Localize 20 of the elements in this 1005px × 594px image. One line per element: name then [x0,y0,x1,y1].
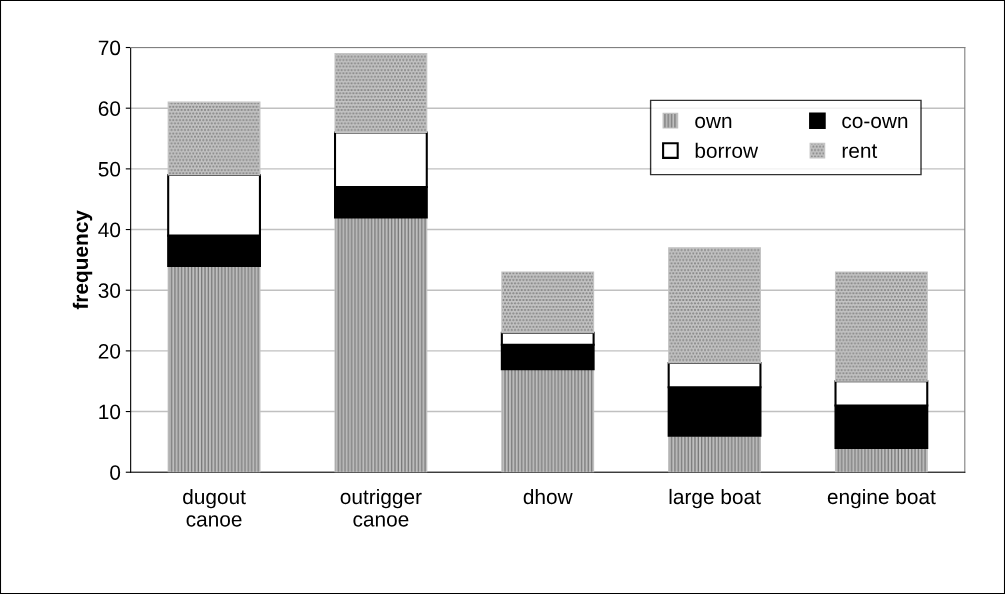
x-tick-label: engine boat [827,488,936,509]
x-tick-label: dugout canoe [183,488,246,527]
legend-label: rent [842,144,878,159]
x-tick-label: large boat [669,488,761,509]
y-tick-label: 50 [98,161,121,177]
y-tick-label: 70 [98,40,121,56]
bar [668,435,761,473]
x-tick-label: dhow [523,488,573,505]
legend-label: borrow [695,142,759,159]
bar [834,447,928,473]
y-tick-label: 40 [98,222,121,238]
y-axis-title: frequency [72,210,93,310]
y-tick-label: 20 [98,343,121,359]
y-tick-label: 30 [98,283,121,298]
y-tick-label: 10 [99,404,121,420]
y-tick-label: 0 [110,465,121,480]
x-tick-label: outrigger canoe [340,488,422,527]
y-tick-label: 60 [98,101,121,116]
legend-label: co-own [842,116,908,129]
legend-label: own [695,116,732,129]
